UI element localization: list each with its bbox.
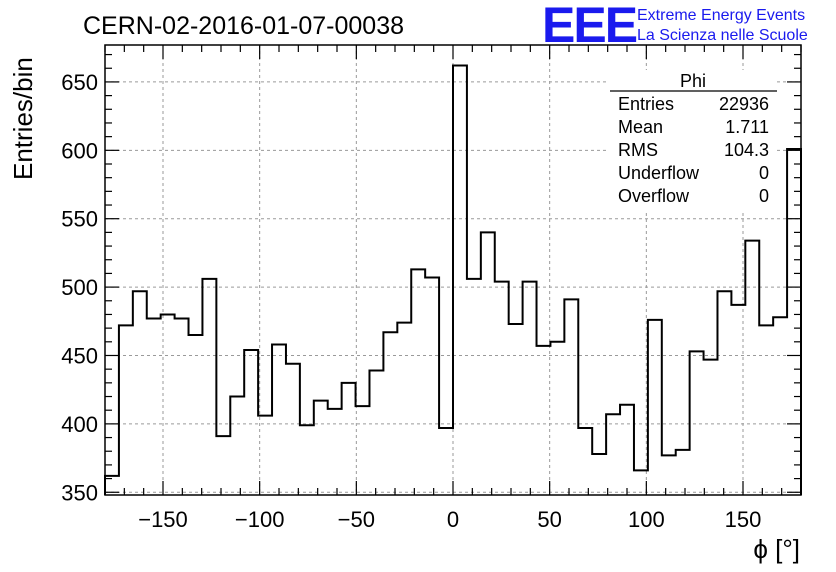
y-tick-label: 350: [61, 480, 98, 505]
logo-line-1: Extreme Energy Events: [637, 7, 805, 24]
y-tick-label: 400: [61, 412, 98, 437]
y-tick-label: 650: [61, 70, 98, 95]
histogram-bars: [104, 64, 802, 495]
histogram-step-line: [104, 64, 802, 495]
x-axis-label: ϕ [°]: [753, 534, 800, 564]
x-tick-label: 50: [537, 507, 561, 532]
stats-row-label: Mean: [618, 117, 663, 137]
axis-tick-labels: −150 −100 −50 0 50 100 150 350 400 450 500 550 600 65…: [61, 70, 761, 532]
stats-row-value: 0: [759, 186, 769, 206]
stats-box: Phi Entries 22936 Mean 1.711 RMS 104.3 U…: [609, 70, 777, 210]
x-tick-label: 150: [725, 507, 762, 532]
x-tick-label: 0: [447, 507, 459, 532]
eee-logo: EEE: [542, 0, 637, 53]
x-tick-label: −50: [338, 507, 375, 532]
stats-row-label: Overflow: [618, 186, 690, 206]
y-tick-label: 550: [61, 207, 98, 232]
y-tick-label: 450: [61, 343, 98, 368]
x-tick-label: −100: [235, 507, 285, 532]
y-tick-label: 600: [61, 138, 98, 163]
stats-row-value: 1.711: [725, 117, 769, 137]
x-tick-label: 100: [628, 507, 665, 532]
stats-row-label: Entries: [618, 94, 674, 114]
y-axis-label: Entries/bin: [8, 57, 38, 180]
axis-ticks: [104, 45, 802, 495]
stats-row-label: RMS: [618, 140, 658, 160]
y-tick-label: 500: [61, 275, 98, 300]
stats-row-value: 22936: [719, 94, 769, 114]
logo-line-2: La Scienza nelle Scuole: [637, 27, 808, 44]
stats-box-background: [609, 70, 777, 210]
x-tick-label: −150: [138, 507, 188, 532]
stats-title: Phi: [680, 71, 706, 91]
stats-row-label: Underflow: [618, 163, 700, 183]
run-title: CERN-02-2016-01-07-00038: [83, 12, 404, 40]
stats-row-value: 0: [759, 163, 769, 183]
stats-row-value: 104.3: [724, 140, 769, 160]
